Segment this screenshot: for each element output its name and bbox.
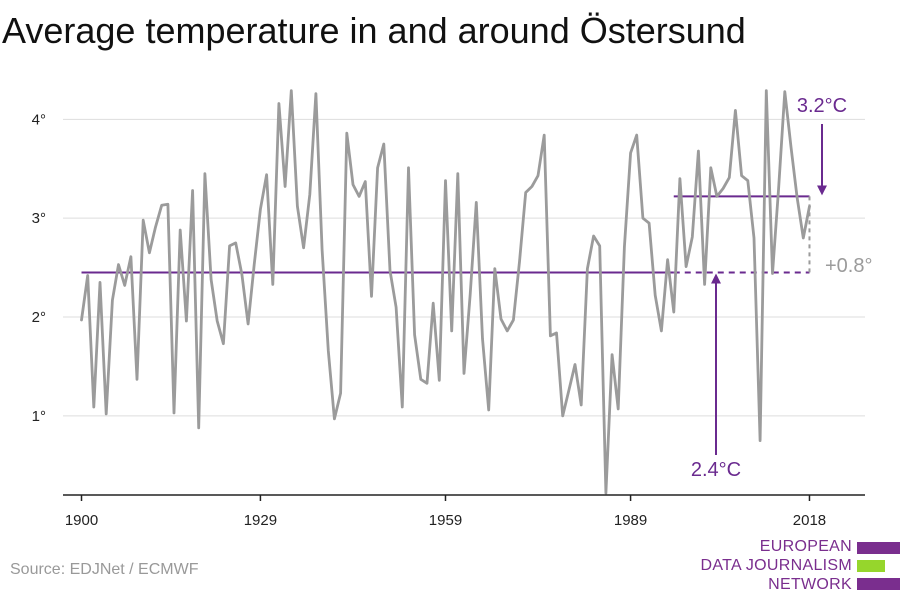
logo-line-1: EUROPEAN <box>759 538 852 555</box>
x-tick-label: 1989 <box>614 512 647 529</box>
logo-bar-purple-bottom <box>857 578 900 590</box>
y-tick-label: 2° <box>32 309 46 326</box>
y-tick-label: 4° <box>32 111 46 128</box>
x-tick-label: 1900 <box>65 512 98 529</box>
y-tick-label: 3° <box>32 210 46 227</box>
x-tick-label: 2018 <box>793 512 826 529</box>
recent-average-label: 3.2°C <box>797 95 847 117</box>
temperature-series-line <box>80 89 811 495</box>
edjnet-logo: EUROPEAN DATA JOURNALISM NETWORK <box>700 538 900 596</box>
x-tick-label: 1959 <box>429 512 462 529</box>
logo-line-3: NETWORK <box>768 576 852 593</box>
x-axis: 1900 1929 1959 1989 2018 <box>63 494 865 529</box>
logo-line-2: DATA JOURNALISM <box>700 557 852 574</box>
source-note: Source: EDJNet / ECMWF <box>10 561 199 578</box>
annotations: 3.2°C 2.4°C +0.8° <box>691 95 873 481</box>
logo-bar-green <box>857 560 885 572</box>
series-layer <box>80 89 811 495</box>
x-tick-label: 1929 <box>244 512 277 529</box>
y-axis-ticks: 1° 2° 3° 4° <box>32 111 46 425</box>
difference-label: +0.8° <box>825 255 872 277</box>
logo-bar-purple-top <box>857 542 900 554</box>
y-tick-label: 1° <box>32 408 46 425</box>
baseline-average-label: 2.4°C <box>691 459 741 481</box>
chart-title: Average temperature in and around Östers… <box>2 10 746 51</box>
